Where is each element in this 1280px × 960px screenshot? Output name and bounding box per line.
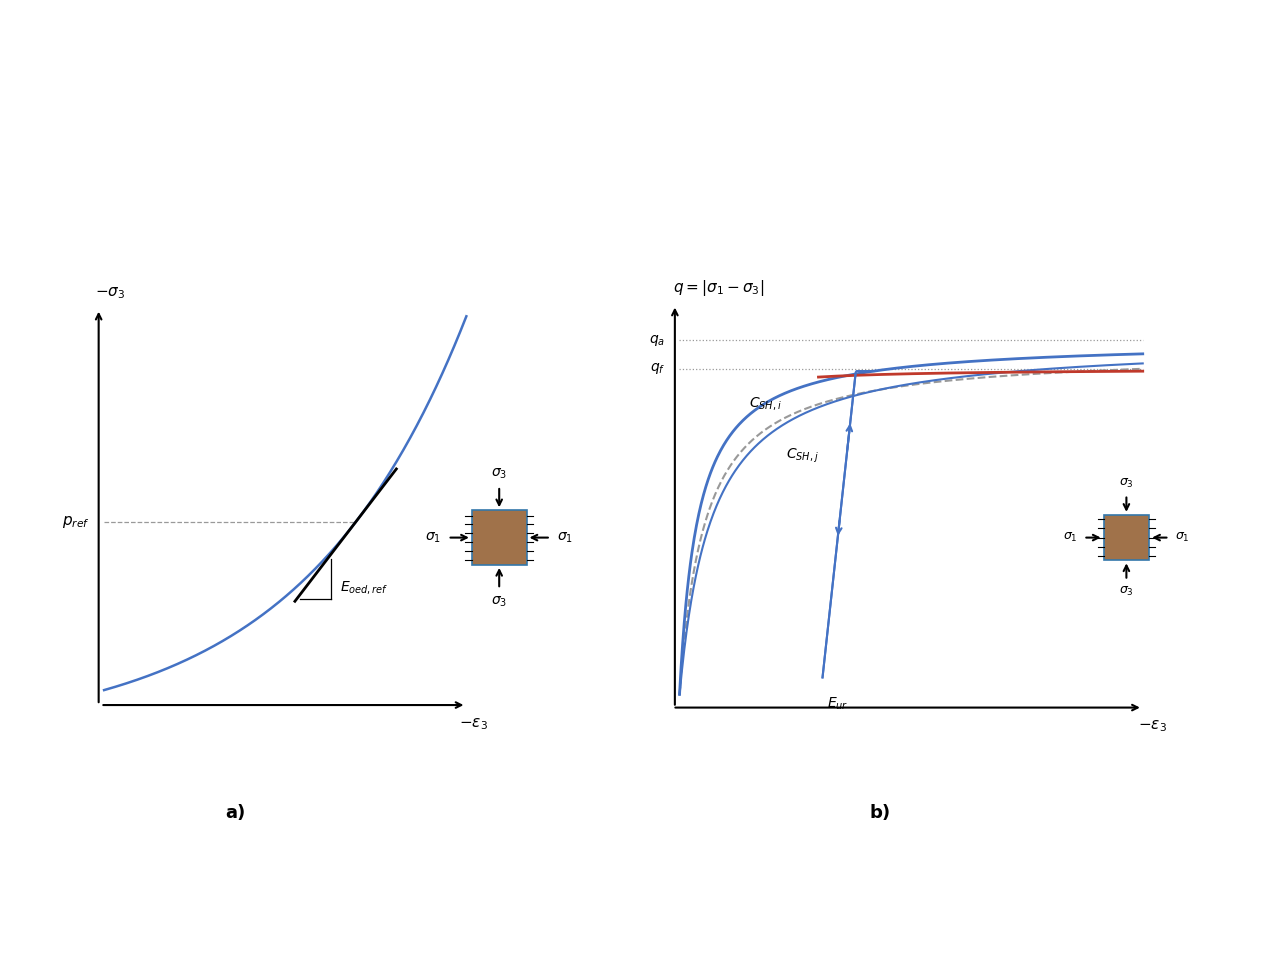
Text: b): b) (869, 804, 890, 823)
Text: $-\varepsilon_3$: $-\varepsilon_3$ (460, 716, 488, 732)
Text: $\sigma_3$: $\sigma_3$ (1119, 586, 1134, 598)
Text: $\sigma_3$: $\sigma_3$ (1119, 477, 1134, 490)
Text: $\sigma_1$: $\sigma_1$ (557, 530, 573, 544)
Text: $C_{SH,j}$: $C_{SH,j}$ (786, 447, 819, 466)
Text: $q_f$: $q_f$ (650, 361, 666, 376)
Text: $\sigma_3$: $\sigma_3$ (492, 594, 507, 609)
Text: $\sigma_1$: $\sigma_1$ (1175, 531, 1189, 544)
Text: $\sigma_1$: $\sigma_1$ (1064, 531, 1078, 544)
FancyBboxPatch shape (1103, 515, 1149, 561)
Text: $q = |\sigma_1 - \sigma_3|$: $q = |\sigma_1 - \sigma_3|$ (672, 277, 764, 298)
Text: $-\sigma_3$: $-\sigma_3$ (95, 286, 125, 301)
Text: $E_{oed,ref}$: $E_{oed,ref}$ (340, 579, 389, 596)
Text: $C_{SH,i}$: $C_{SH,i}$ (749, 395, 782, 412)
Text: $q_a$: $q_a$ (649, 333, 666, 348)
FancyBboxPatch shape (472, 510, 526, 565)
Text: $E_{ur}$: $E_{ur}$ (827, 695, 849, 711)
Text: $p_{ref}$: $p_{ref}$ (61, 514, 90, 530)
Text: $-\varepsilon_3$: $-\varepsilon_3$ (1138, 718, 1166, 734)
Text: $\sigma_1$: $\sigma_1$ (425, 530, 442, 544)
Text: a): a) (225, 804, 246, 823)
Text: $\sigma_3$: $\sigma_3$ (492, 467, 507, 481)
